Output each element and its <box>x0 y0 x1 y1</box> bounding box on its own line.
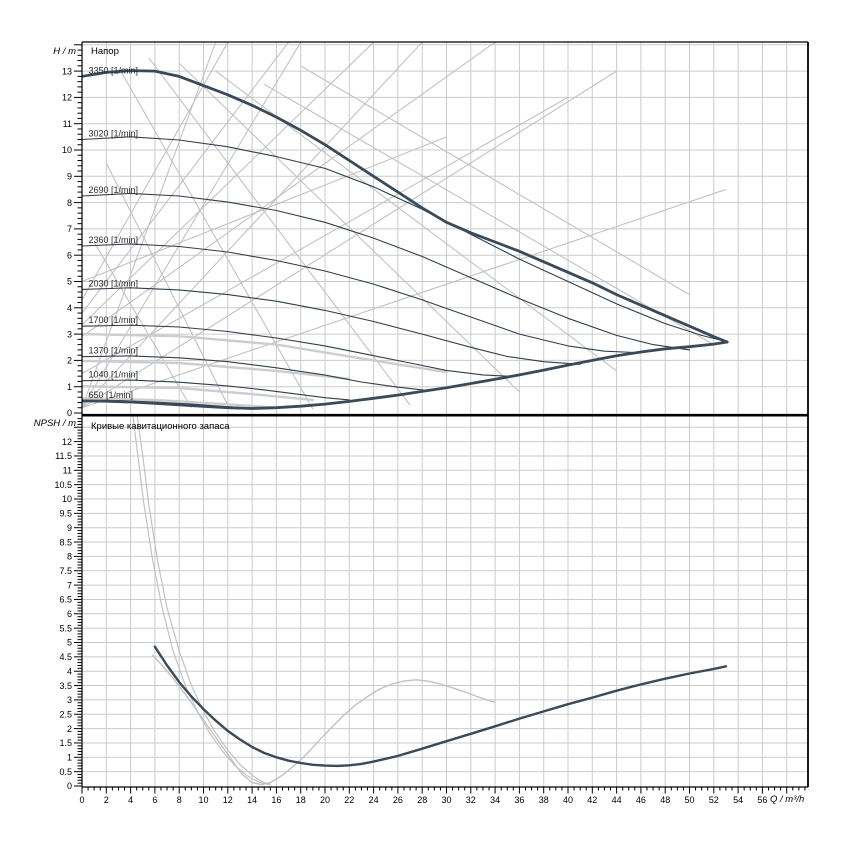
x-tick-label: 4 <box>128 795 133 805</box>
npsh-y-tick-label: 12 <box>62 437 72 447</box>
curve-speed-label: 2360 [1/min] <box>89 235 139 245</box>
x-tick-label: 50 <box>684 795 694 805</box>
x-axis-unit-label: Q / m³/h <box>770 794 805 805</box>
x-tick-label: 6 <box>152 795 157 805</box>
x-tick-label: 56 <box>757 795 767 805</box>
x-tick-label: 8 <box>177 795 182 805</box>
npsh-y-tick-label: 7.5 <box>59 566 72 576</box>
labels: 01234567891011121300.511.522.533.544.555… <box>54 65 767 805</box>
npsh-y-tick-label: 5 <box>67 638 72 648</box>
npsh-curves <box>132 416 728 786</box>
npsh-y-tick-label: 0.5 <box>59 767 72 777</box>
head-y-tick-label: 8 <box>67 198 72 208</box>
head-y-tick-label: 10 <box>62 145 72 155</box>
x-tick-label: 2 <box>104 795 109 805</box>
curve-speed-label: 650 [1/min] <box>89 390 134 400</box>
curve-speed-label: 2690 [1/min] <box>89 185 139 195</box>
npsh-y-tick-label: 2 <box>67 724 72 734</box>
x-tick-label: 42 <box>587 795 597 805</box>
npsh-y-tick-label: 3 <box>67 695 72 705</box>
npsh-y-tick-label: 7 <box>67 580 72 590</box>
npsh-y-tick-label: 10.5 <box>54 480 72 490</box>
x-tick-label: 26 <box>393 795 403 805</box>
head-y-tick-label: 13 <box>62 66 72 76</box>
npsh-y-tick-label: 4 <box>67 666 72 676</box>
curve-speed-label: 1700 [1/min] <box>89 315 139 325</box>
npsh-y-tick-label: 9 <box>67 523 72 533</box>
head-axis-name: H / m <box>53 46 76 57</box>
head-y-tick-label: 11 <box>63 119 72 129</box>
x-tick-label: 44 <box>612 795 622 805</box>
curve-speed-label: 3350 [1/min] <box>89 65 139 75</box>
x-tick-label: 46 <box>636 795 646 805</box>
npsh-y-tick-label: 6.5 <box>59 595 72 605</box>
curve-speed-label: 3020 [1/min] <box>89 128 139 138</box>
npsh-y-tick-label: 0 <box>67 781 72 791</box>
head-y-tick-label: 5 <box>67 277 72 287</box>
npsh-y-tick-label: 9.5 <box>59 509 72 519</box>
npsh-y-tick-label: 1 <box>67 753 72 763</box>
npsh-y-tick-label: 1.5 <box>59 738 72 748</box>
npsh-y-tick-label: 8 <box>67 552 72 562</box>
npsh-y-tick-label: 4.5 <box>59 652 72 662</box>
x-tick-label: 36 <box>514 795 524 805</box>
x-tick-label: 40 <box>563 795 573 805</box>
x-tick-label: 0 <box>79 795 84 805</box>
head-y-tick-label: 0 <box>67 408 72 418</box>
head-y-tick-label: 3 <box>67 329 72 339</box>
x-tick-label: 30 <box>441 795 451 805</box>
x-tick-label: 14 <box>247 795 257 805</box>
head-y-tick-label: 6 <box>67 250 72 260</box>
curve-speed-label: 2030 [1/min] <box>89 278 139 288</box>
x-tick-label: 22 <box>344 795 354 805</box>
npsh-axis-name: NPSH / m <box>33 418 76 429</box>
npsh-y-tick-label: 5.5 <box>59 623 72 633</box>
head-y-tick-label: 1 <box>67 382 72 392</box>
x-tick-label: 38 <box>539 795 549 805</box>
x-tick-label: 20 <box>320 795 330 805</box>
x-tick-label: 54 <box>733 795 743 805</box>
npsh-y-tick-label: 11.5 <box>55 451 72 461</box>
x-tick-label: 12 <box>223 795 233 805</box>
npsh-y-tick-label: 8.5 <box>59 537 72 547</box>
x-tick-label: 16 <box>271 795 281 805</box>
curve-speed-label: 1370 [1/min] <box>89 346 139 356</box>
x-tick-label: 28 <box>417 795 427 805</box>
head-y-tick-label: 4 <box>67 303 72 313</box>
head-y-tick-label: 2 <box>67 356 72 366</box>
head-curves <box>82 42 729 410</box>
x-tick-label: 52 <box>709 795 719 805</box>
grid-lines <box>82 42 808 787</box>
x-tick-label: 10 <box>198 795 208 805</box>
x-tick-label: 34 <box>490 795 500 805</box>
x-tick-label: 18 <box>296 795 306 805</box>
axes <box>74 41 809 794</box>
npsh-y-tick-label: 11 <box>63 466 72 476</box>
x-tick-label: 48 <box>660 795 670 805</box>
npsh-y-tick-label: 2.5 <box>59 709 72 719</box>
x-tick-label: 32 <box>466 795 476 805</box>
head-y-tick-label: 7 <box>67 224 72 234</box>
x-tick-label: 24 <box>369 795 379 805</box>
npsh-panel-title: Кривые кавитационного запаса <box>91 421 230 432</box>
head-y-tick-label: 9 <box>67 172 72 182</box>
head-panel-title: Напор <box>91 46 119 57</box>
curve-speed-label: 1040 [1/min] <box>89 370 139 380</box>
head-y-tick-label: 12 <box>62 93 72 103</box>
npsh-y-tick-label: 6 <box>67 609 72 619</box>
npsh-y-tick-label: 3.5 <box>59 681 72 691</box>
npsh-y-tick-label: 10 <box>62 494 72 504</box>
